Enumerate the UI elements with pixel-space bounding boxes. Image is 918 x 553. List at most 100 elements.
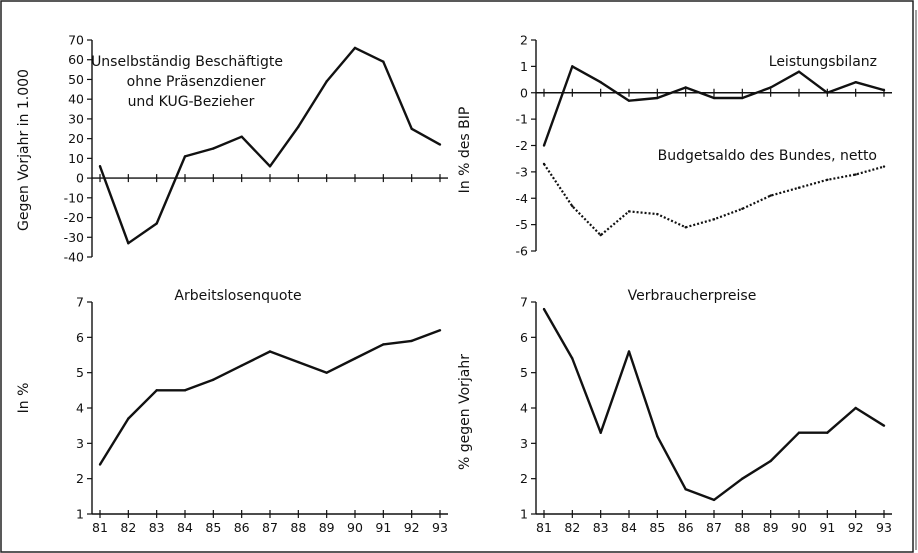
current-account-series-1-point (854, 173, 857, 176)
current-account-series-0-point (826, 91, 829, 94)
unemployment-xtick-label: 85 (205, 520, 221, 535)
current-account-series-1-point (769, 194, 772, 197)
consumer-prices-series-0-point (854, 406, 857, 410)
unemployment-series-0-point (325, 371, 328, 374)
unemployment-ytick-label: 5 (76, 365, 84, 380)
current-account-series-1-point (712, 218, 716, 221)
consumer-prices-xtick-label: 82 (564, 520, 580, 535)
consumer-prices-series-0-point (882, 424, 886, 427)
unemployment-series-0-point (155, 389, 158, 392)
unemployment-series-0-point (183, 389, 187, 392)
employment-series-0-point (155, 222, 158, 225)
unemployment-xtick-label: 86 (234, 520, 250, 535)
current-account-ytick-label: 0 (520, 85, 528, 100)
current-account-ytick-label: -4 (516, 191, 529, 206)
unemployment-series-0-point (212, 378, 215, 381)
current-account-series-1-point (599, 233, 602, 237)
employment-ytick-label: 70 (68, 33, 84, 48)
current-account-series-1-point (656, 212, 659, 216)
panel-employment-annotation-3: und KUG-Bezieher (128, 94, 255, 110)
unemployment-series-0-point (127, 417, 130, 420)
consumer-prices-series-0-point (769, 459, 772, 463)
employment-ytick-label: 20 (68, 131, 84, 146)
current-account-series-line-0 (542, 65, 885, 146)
current-account-ytick-label: -3 (516, 164, 528, 179)
unemployment-ytick-label: 3 (76, 436, 84, 451)
consumer-prices-ytick-label: 5 (520, 365, 528, 380)
consumer-prices-ytick-label: 3 (520, 436, 528, 451)
current-account-series-1-point (627, 210, 631, 213)
employment-ytick-label: -30 (64, 230, 84, 245)
consumer-prices-series-0-point (712, 498, 716, 502)
unemployment-xtick-label: 93 (432, 520, 448, 535)
unemployment-series-0-point (98, 463, 102, 466)
legend-leistungsbilanz: Leistungsbilanz (769, 54, 877, 70)
employment-series-0-point (438, 143, 442, 146)
consumer-prices-xtick-label: 83 (593, 520, 609, 535)
panel-unemployment: Arbeitslosenquote In % 1 2 3 4 5 6 7 81 82 83 84 85… (16, 288, 448, 535)
current-account-series-0-point (571, 65, 574, 68)
employment-series-0-point (325, 80, 328, 83)
current-account-series-0-point (769, 86, 772, 89)
current-account-series-0-point (627, 99, 631, 102)
current-account-series-1-point (826, 178, 829, 181)
unemployment-xtick-label: 83 (149, 520, 165, 535)
consumer-prices-xtick-label: 92 (848, 520, 864, 535)
current-account-ytick-label: 1 (520, 59, 528, 74)
panel-employment-ylabel: Gegen Vorjahr in 1.000 (16, 69, 32, 231)
consumer-prices-ytick-label: 4 (520, 401, 528, 416)
consumer-prices-xtick-label: 89 (763, 520, 779, 535)
current-account-series-1-point (797, 186, 801, 189)
employment-series-0-point (98, 165, 102, 168)
consumer-prices-series-0-point (684, 488, 687, 491)
unemployment-ytick-label: 2 (76, 471, 84, 486)
employment-series-0-point (127, 241, 130, 245)
consumer-prices-series-0-point (656, 435, 659, 438)
employment-ytick-label: 0 (76, 171, 84, 186)
employment-ytick-label: 10 (68, 151, 84, 166)
current-account-series-1-point (741, 207, 744, 210)
unemployment-series-0-point (240, 364, 243, 367)
panel-current-account-ylabel: In % des BIP (457, 107, 473, 194)
unemployment-series-0-point (382, 343, 385, 346)
current-account-series-0-point (882, 88, 886, 92)
unemployment-xtick-label: 92 (404, 520, 420, 535)
employment-ytick-label: -10 (64, 190, 84, 205)
consumer-prices-ytick-label: 2 (520, 471, 528, 486)
unemployment-xtick-label: 91 (375, 520, 391, 535)
consumer-prices-xtick-label: 87 (706, 520, 722, 535)
employment-series-0-point (297, 125, 300, 128)
employment-series-0-point (212, 147, 215, 150)
consumer-prices-xtick-label: 91 (819, 520, 835, 535)
current-account-series-0-point (797, 70, 801, 73)
consumer-prices-ytick-label: 1 (520, 507, 528, 522)
employment-ytick-label: -20 (64, 210, 84, 225)
employment-ytick-label: 40 (68, 92, 84, 107)
unemployment-series-0-point (438, 329, 442, 332)
current-account-series-0-point (542, 144, 546, 147)
unemployment-series-0-point (410, 339, 413, 343)
current-account-series-1-point (882, 165, 886, 168)
unemployment-xtick-label: 81 (92, 520, 108, 535)
unemployment-ytick-label: 6 (76, 330, 84, 345)
current-account-series-1-point (571, 204, 574, 208)
unemployment-ytick-label: 4 (76, 401, 84, 416)
current-account-series-0-point (599, 81, 602, 84)
current-account-ytick-label: -5 (516, 217, 528, 232)
employment-series-0-point (268, 165, 272, 168)
current-account-series-1-point (684, 226, 687, 229)
panel-unemployment-ylabel: In % (16, 383, 32, 414)
current-account-ytick-label: -1 (516, 112, 528, 127)
unemployment-xtick-label: 88 (290, 520, 306, 535)
panel-consumer-prices-ylabel: % gegen Vorjahr (457, 354, 473, 470)
employment-series-0-point (382, 60, 385, 63)
consumer-prices-xtick-label: 90 (791, 520, 807, 535)
panel-unemployment-title: Arbeitslosenquote (174, 288, 301, 304)
unemployment-xtick-label: 87 (262, 520, 278, 535)
employment-series-0-point (410, 127, 413, 130)
employment-ytick-label: 50 (68, 72, 84, 87)
panel-current-account: Leistungsbilanz Budgetsaldo des Bundes, … (457, 33, 892, 259)
consumer-prices-series-0-point (542, 307, 546, 311)
